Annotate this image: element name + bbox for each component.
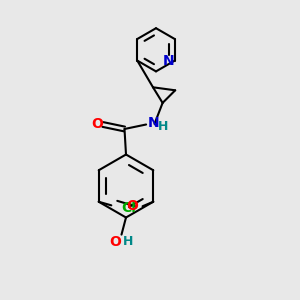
Text: O: O [92, 117, 104, 131]
Text: N: N [148, 116, 159, 130]
Text: H: H [158, 119, 168, 133]
Text: O: O [126, 199, 138, 213]
Text: N: N [162, 54, 174, 68]
Text: H: H [123, 235, 134, 248]
Text: Cl: Cl [121, 201, 136, 215]
Text: O: O [109, 235, 121, 248]
